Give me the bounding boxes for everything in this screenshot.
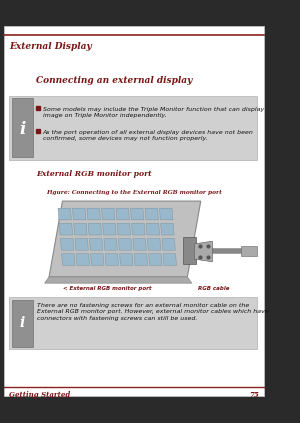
Polygon shape [117,223,130,235]
Polygon shape [183,237,196,264]
Polygon shape [161,223,174,235]
Polygon shape [104,239,117,250]
Polygon shape [163,254,176,265]
Polygon shape [59,223,73,235]
Polygon shape [58,208,71,220]
Polygon shape [120,254,133,265]
Polygon shape [73,208,86,220]
Text: < External RGB monitor port: < External RGB monitor port [63,286,151,291]
Bar [12,300,33,346]
Polygon shape [133,239,146,250]
Polygon shape [134,254,148,265]
Text: External Display: External Display [9,42,92,51]
Bar [12,99,33,157]
Polygon shape [146,223,160,235]
Polygon shape [116,208,129,220]
Polygon shape [132,223,145,235]
Polygon shape [103,223,116,235]
Text: Getting Started: Getting Started [9,391,70,399]
Polygon shape [87,208,101,220]
Polygon shape [60,239,74,250]
Text: RGB cable: RGB cable [198,286,230,291]
Polygon shape [45,277,192,283]
Text: Figure: Connecting to the External RGB monitor port: Figure: Connecting to the External RGB m… [46,190,222,195]
Text: External RGB monitor port: External RGB monitor port [36,170,151,178]
Polygon shape [61,254,75,265]
Text: i: i [20,316,25,330]
Polygon shape [160,208,173,220]
Bar [9,297,257,349]
Polygon shape [101,208,115,220]
Polygon shape [91,254,104,265]
Text: Some models may include the Triple Monitor function that can display
image on Tr: Some models may include the Triple Monit… [43,107,264,118]
Polygon shape [74,223,87,235]
Polygon shape [76,254,89,265]
Text: There are no fastening screws for an external monitor cable on the
External RGB : There are no fastening screws for an ext… [38,303,269,321]
Polygon shape [130,208,144,220]
Text: As the port operation of all external display devices have not been
confirmed, s: As the port operation of all external di… [43,130,254,141]
Text: 75: 75 [249,391,259,399]
Polygon shape [89,239,103,250]
Polygon shape [49,201,201,277]
Polygon shape [147,239,161,250]
Polygon shape [75,239,88,250]
Text: i: i [19,121,26,138]
Polygon shape [145,208,158,220]
Polygon shape [118,239,132,250]
Bar [9,96,257,160]
Polygon shape [88,223,102,235]
Polygon shape [148,254,162,265]
Polygon shape [194,241,212,262]
Polygon shape [162,239,175,250]
Text: Connecting an external display: Connecting an external display [36,76,192,85]
Bar [241,246,257,256]
Polygon shape [105,254,119,265]
